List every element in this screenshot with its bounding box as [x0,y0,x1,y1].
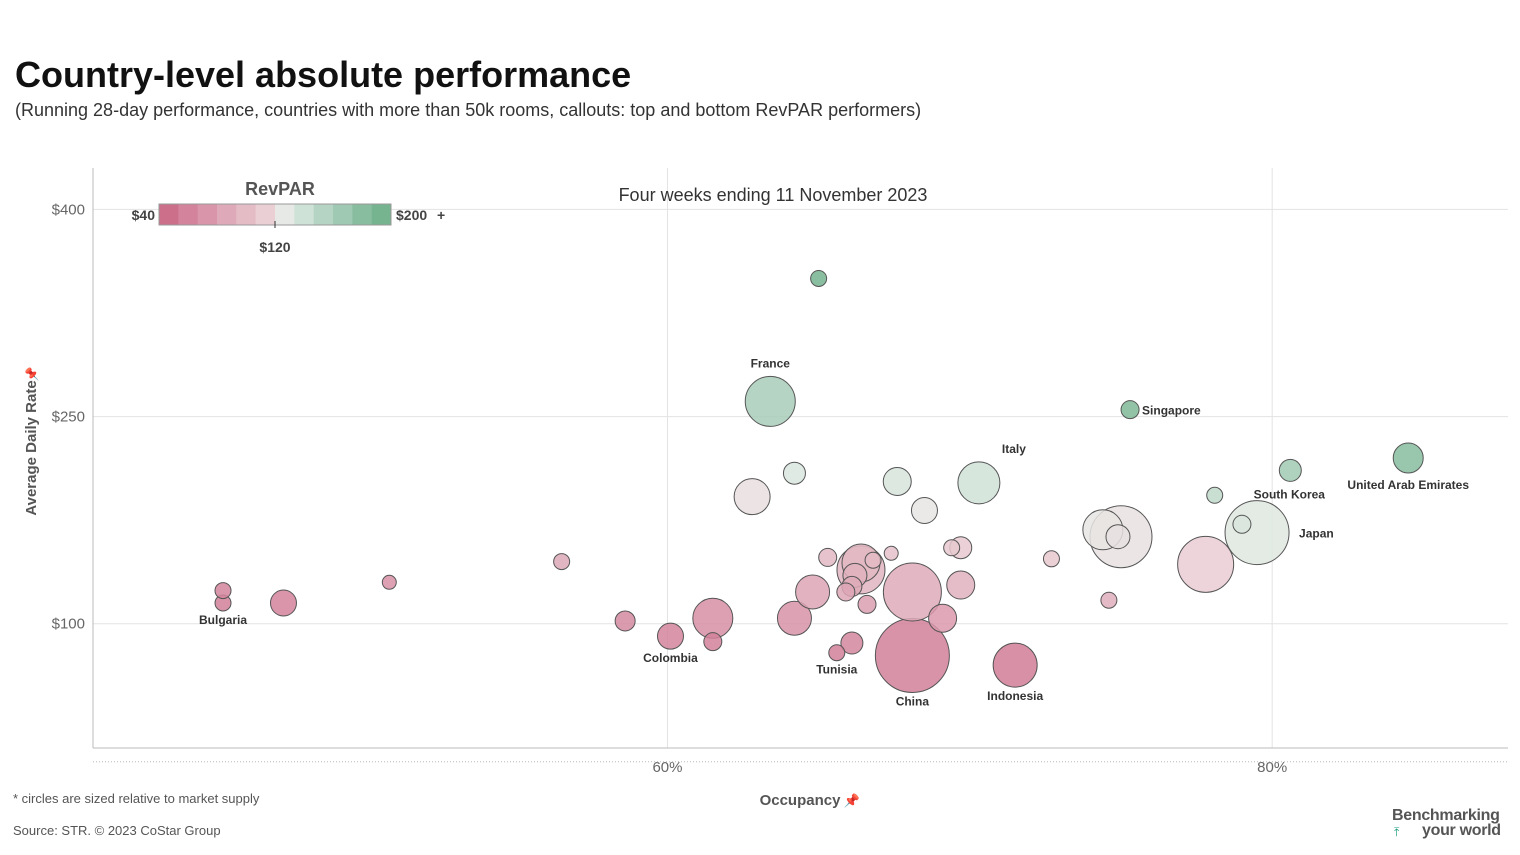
legend-swatch [236,204,257,225]
data-point [910,496,938,524]
data-point [782,461,806,485]
brand-logo: Benchmarking your world ⤒ [1392,807,1502,840]
data-point [1278,458,1302,482]
data-point [864,551,882,569]
data-point [928,603,958,633]
legend-swatch [371,204,392,225]
data-point [992,642,1038,688]
data-point [828,644,846,662]
logo-arrow-icon: ⤒ [1394,825,1400,839]
point-label: South Korea [1254,487,1326,501]
data-point [1392,442,1424,474]
legend-swatch [333,204,353,225]
point-label: Japan [1299,527,1334,541]
data-point [744,375,796,427]
point-label: Singapore [1142,404,1201,418]
legend-swatch [217,204,237,225]
chart-title: Four weeks ending 11 November 2023 [619,185,928,205]
source-note: Source: STR. © 2023 CoStar Group [13,823,221,838]
legend-mid-label: $120 [259,239,290,255]
data-point [656,622,684,650]
legend-swatch [313,204,334,225]
legend-swatch [159,204,179,225]
legend-max-suffix: + [437,207,445,223]
legend-swatch [197,204,218,225]
point-label: Bulgaria [199,613,247,627]
data-point [882,562,942,622]
logo-line-2: your world [1422,822,1501,839]
legend-swatch [255,204,276,225]
data-point [882,466,912,496]
data-point [381,574,397,590]
data-point [957,461,1001,505]
x-tick-label: 60% [652,759,682,776]
data-point [840,631,864,655]
point-label: China [896,694,930,708]
data-point [810,269,828,287]
page-subtitle: (Running 28-day performance, countries w… [15,100,922,120]
data-point [943,539,961,557]
legend-max-label: $200 [396,207,427,223]
data-point [1224,500,1290,566]
y-axis-pin-icon: 📌 [24,366,39,381]
data-point [703,632,723,652]
page-title: Country-level absolute performance [15,54,632,95]
data-point [1100,591,1118,609]
point-label: Italy [1002,442,1026,456]
data-point [946,570,976,600]
data-point [795,574,831,610]
data-point [1232,514,1252,534]
point-label: Tunisia [816,663,857,677]
data-point [1177,535,1235,593]
x-axis-title: Occupancy [760,792,842,809]
data-point [1120,400,1140,420]
y-tick-label: $100 [52,616,85,633]
data-point [883,545,899,561]
logo-line-1: Benchmarking [1392,807,1500,824]
point-label: Colombia [643,651,698,665]
data-point [269,589,297,617]
legend-swatch [294,204,315,225]
data-point [836,582,856,602]
point-label: France [751,356,791,370]
legend-swatch [352,204,373,225]
data-point [733,478,771,516]
data-point [1206,486,1224,504]
data-point [553,553,571,571]
data-point [776,600,812,636]
data-point [1105,524,1131,550]
data-point [614,610,636,632]
legend-title: RevPAR [245,179,315,199]
point-label: Indonesia [987,689,1043,703]
x-axis-pin-icon: 📌 [844,792,860,808]
point-label: United Arab Emirates [1347,478,1469,492]
legend-min-label: $40 [132,207,156,223]
y-tick-label: $400 [52,201,85,218]
data-point [857,594,877,614]
y-axis-title: Average Daily Rate [23,380,40,515]
x-tick-label: 80% [1257,759,1287,776]
legend-swatch [178,204,199,225]
size-footnote: * circles are sized relative to market s… [13,791,260,806]
y-tick-label: $250 [52,409,85,426]
data-point [818,547,838,567]
data-point [214,582,232,600]
legend-swatch [275,204,295,225]
data-point [1042,550,1060,568]
